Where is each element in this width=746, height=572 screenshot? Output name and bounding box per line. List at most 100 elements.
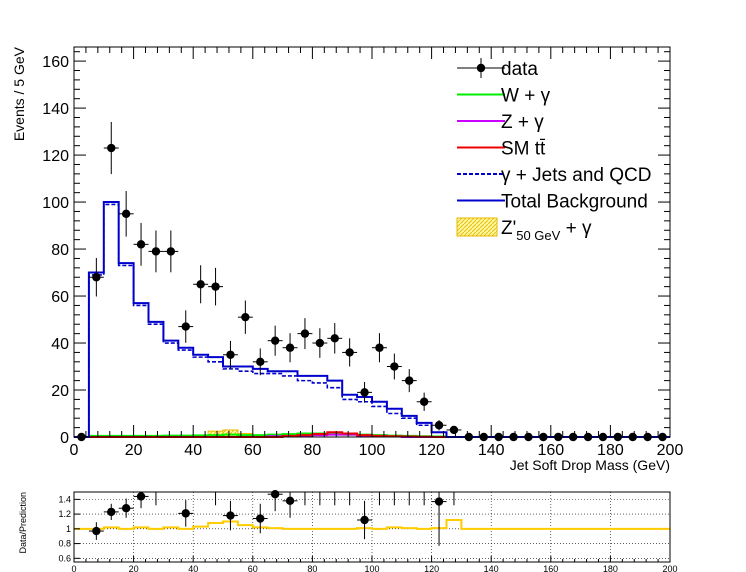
signal-bin: [222, 429, 239, 438]
ratio-x-tick-label: 140: [484, 564, 499, 572]
data-point: [431, 420, 447, 431]
legend-entry-data: data: [457, 58, 538, 80]
x-tick-label: 160: [537, 442, 564, 459]
data-point-marker: [330, 334, 339, 343]
ratio-y-tick-label: 1.4: [58, 494, 71, 504]
ratio-x-tick-label: 120: [424, 564, 439, 572]
data-point: [312, 328, 328, 358]
ratio-point-marker: [136, 492, 146, 501]
data-point-marker: [360, 388, 369, 397]
data-point-marker: [241, 312, 250, 322]
ratio-point-marker: [270, 490, 280, 499]
legend-label: W + γ: [501, 86, 551, 107]
y-tick-label: 120: [42, 148, 69, 165]
data-point-marker: [315, 338, 325, 348]
ratio-x-tick-label: 40: [188, 564, 198, 572]
y-tick-label: 40: [51, 336, 69, 353]
x-tick-label: 0: [70, 442, 79, 459]
legend-label-subscript: 50 GeV: [516, 228, 560, 243]
data-point: [416, 392, 432, 411]
ratio-point: [178, 500, 194, 527]
ratio-y-tick-label: 0.8: [58, 539, 71, 549]
data-point: [103, 121, 119, 175]
legend-entry-tt: SM tt̄: [457, 139, 546, 160]
y-tick-label: 140: [42, 101, 69, 118]
x-tick-label: 40: [184, 442, 202, 459]
data-point-marker: [107, 143, 116, 153]
legend-entry-z: Z + γ: [457, 112, 544, 133]
ratio-point: [252, 503, 268, 534]
legend-entry-qcd: γ + Jets and QCD: [457, 165, 651, 186]
data-point: [148, 230, 164, 273]
x-tick-label: 120: [418, 442, 445, 459]
ratio-x-tick-label: 200: [662, 564, 677, 572]
ratio-point: [103, 503, 119, 520]
ratio-x-tick-label: 0: [71, 564, 76, 572]
x-tick-label: 200: [657, 442, 684, 459]
data-point-marker: [226, 350, 235, 359]
y-tick-label: 80: [51, 242, 69, 259]
legend-entry-w: W + γ: [457, 86, 551, 107]
ratio-x-tick-label: 160: [543, 564, 558, 572]
ratio-point-marker: [226, 511, 235, 520]
main-plot-frame: [73, 46, 671, 438]
ratio-x-tick-label: 60: [248, 564, 258, 572]
data-point-marker: [375, 343, 384, 352]
legend-label: γ + Jets and QCD: [501, 165, 651, 186]
data-point-marker: [300, 329, 310, 338]
data-point: [88, 257, 104, 297]
legend-entry-signal: Z'50 GeV + γ: [456, 217, 592, 243]
data-point-marker: [151, 247, 161, 256]
data-point: [208, 267, 223, 306]
main-plot-panel: 0 20 40 60 80 100 120 140 160 180 200 0 20 40 60 80 100 1…: [11, 46, 683, 473]
ratio-y-axis-title: Data/Prediction: [18, 492, 28, 554]
x-tick-label: 80: [304, 442, 322, 459]
x-tick-label: 20: [125, 442, 143, 459]
y-tick-label: 20: [51, 383, 69, 400]
legend-label: Total Background: [501, 192, 648, 213]
data-point-marker: [285, 343, 295, 352]
ratio-x-tick-label: 100: [364, 564, 379, 572]
ratio-point: [431, 492, 447, 546]
data-point-marker: [270, 336, 280, 345]
ratio-axis-ticks: 0 20 40 60 80 100 120 140 160 180 200 0.6 0.8 1 1.2 1.4: [58, 494, 677, 572]
data-point: [297, 318, 313, 350]
ratio-data-points: [88, 490, 455, 546]
x-tick-label: 60: [244, 442, 262, 459]
y-tick-label: 60: [51, 289, 69, 306]
data-point: [252, 348, 268, 376]
legend: data W + γ Z + γ SM tt̄ γ + Jets and QCD Tota…: [456, 58, 651, 243]
ratio-point: [133, 492, 149, 509]
data-point-marker: [390, 362, 399, 371]
x-tick-label: 140: [478, 442, 505, 459]
y-tick-label: 0: [60, 430, 69, 447]
x-axis-title: Jet Soft Drop Mass (GeV): [510, 457, 670, 473]
ratio-point: [88, 522, 104, 540]
ratio-point-marker: [434, 497, 444, 506]
ratio-point: [357, 500, 372, 540]
legend-label: Z + γ: [501, 112, 544, 133]
data-point: [282, 333, 298, 363]
legend-label-rest: + γ: [560, 218, 592, 239]
ratio-x-tick-label: 80: [307, 564, 317, 572]
main-axis-ticks: 0 20 40 60 80 100 120 140 160 180 200 0 20 40 60 80 100 1…: [42, 47, 683, 459]
ratio-point-marker: [360, 515, 369, 525]
legend-label: SM tt̄: [501, 139, 546, 160]
data-point: [193, 265, 209, 304]
ratio-point: [267, 490, 283, 512]
data-point-marker: [434, 421, 444, 430]
ratio-point-marker: [285, 496, 295, 506]
ratio-plot-panel: 0 20 40 60 80 100 120 140 160 180 200 0.6 0.8 1 1.2 1.4…: [18, 490, 678, 572]
ratio-y-tick-label: 1: [66, 524, 71, 534]
x-tick-label: 100: [359, 442, 386, 459]
legend-label: Z'50 GeV + γ: [501, 218, 592, 243]
data-point-marker: [166, 247, 176, 256]
ratio-signal-step-line: [74, 519, 670, 530]
data-point: [342, 338, 358, 367]
data-point: [163, 230, 179, 273]
data-point-marker: [92, 273, 101, 282]
data-point: [401, 369, 417, 393]
data-point: [357, 382, 372, 403]
data-point-marker: [345, 348, 354, 357]
